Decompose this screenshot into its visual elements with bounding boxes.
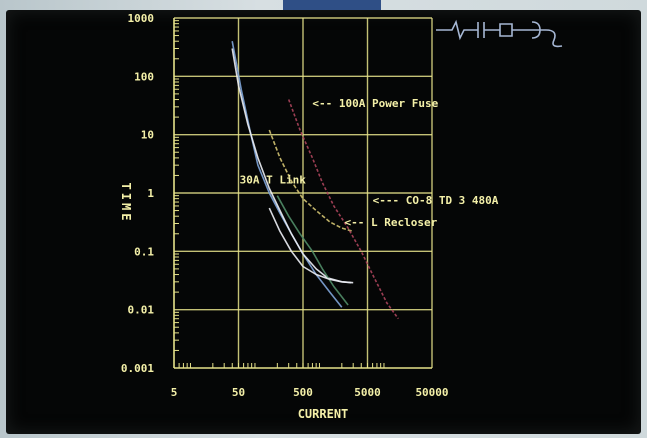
annotation-label: 30A T Link [240, 174, 307, 187]
curve-yellow-2 [268, 129, 354, 233]
x-tick-label: 5 [171, 386, 178, 399]
x-tick-label: 50000 [415, 386, 448, 399]
curve-white-5 [268, 207, 352, 284]
curve-pink-3 [287, 99, 399, 320]
y-axis-title: TIME [119, 183, 133, 224]
crt-screen [6, 10, 641, 434]
annotation-label: <-- 100A Power Fuse [312, 97, 438, 110]
curve-blue-0 [231, 41, 343, 308]
x-tick-label: 50 [232, 386, 245, 399]
annotation-label: <--- CO-8 TD 3 480A [373, 194, 499, 207]
x-axis-title: CURRENT [298, 407, 349, 421]
curve-white-1 [231, 48, 354, 284]
y-tick-label: 0.1 [134, 245, 154, 258]
top-bar [283, 0, 381, 12]
x-tick-label: 500 [293, 386, 313, 399]
x-tick-label: 5000 [354, 386, 381, 399]
y-tick-label: 0.01 [128, 304, 155, 317]
y-tick-label: 10 [141, 129, 154, 142]
y-tick-label: 1 [147, 187, 154, 200]
circuit-symbol-icon [436, 19, 563, 48]
annotation-label: <-- L Recloser [345, 216, 438, 229]
curve-green-4 [276, 195, 349, 306]
y-tick-label: 1000 [128, 12, 155, 25]
y-tick-label: 0.001 [121, 362, 154, 375]
y-tick-label: 100 [134, 70, 154, 83]
